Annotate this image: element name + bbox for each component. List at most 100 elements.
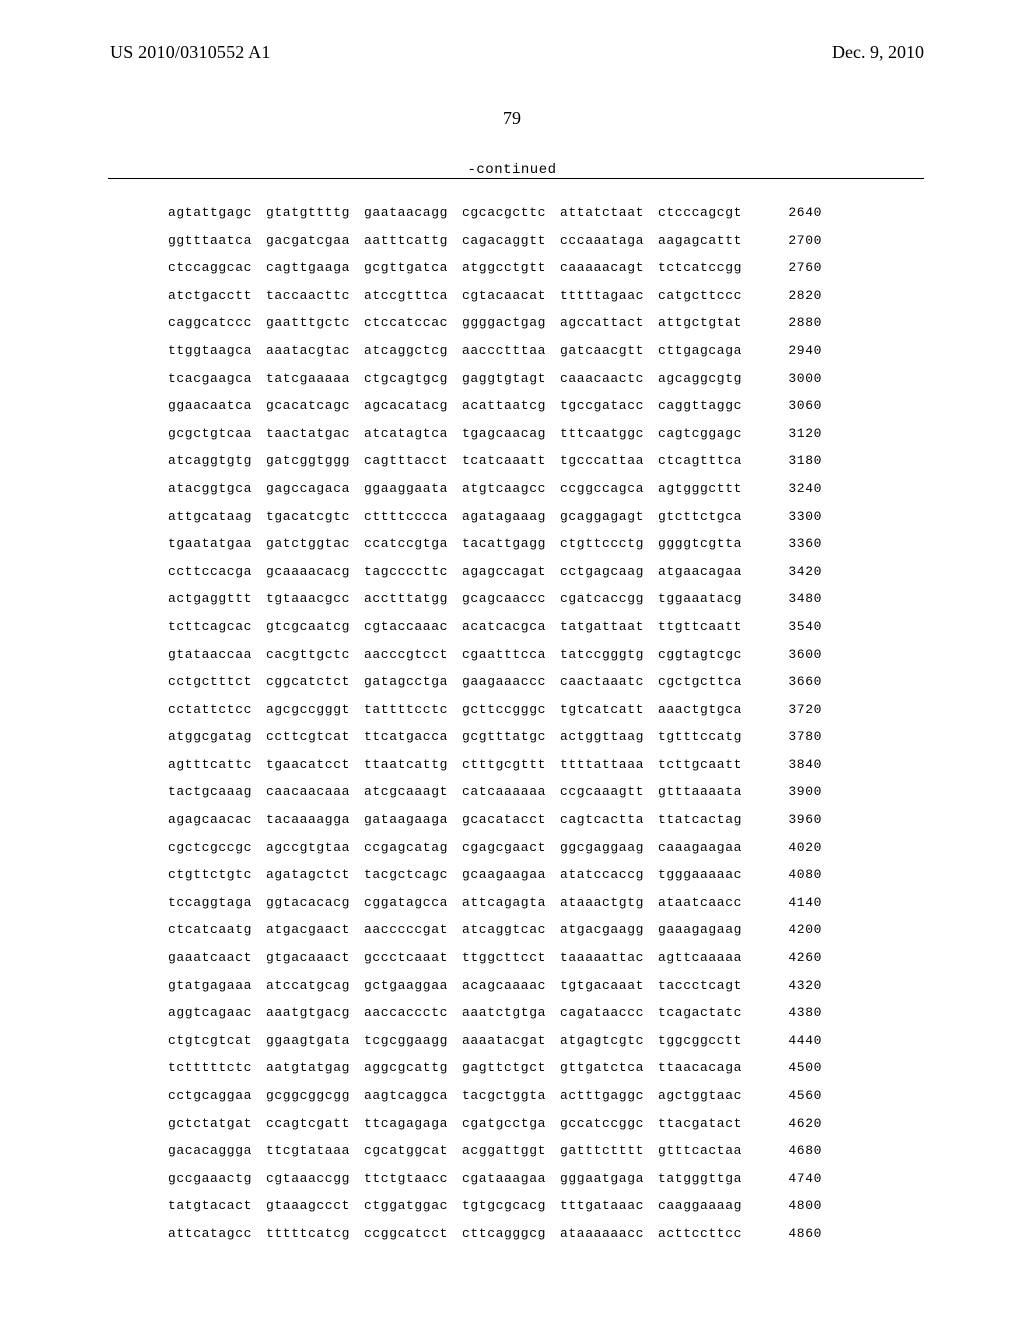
sequence-group: gtatgttttg [266,206,364,219]
sequence-group: cacgttgctc [266,648,364,661]
sequence-position: 3840 [762,758,822,771]
sequence-group: cctgctttct [168,675,266,688]
sequence-group: caggttaggc [658,399,756,412]
sequence-position: 3240 [762,482,822,495]
sequence-group: tgtaaacgcc [266,592,364,605]
sequence-group: ttctgtaacc [364,1172,462,1185]
sequence-group: tcgcggaagg [364,1034,462,1047]
sequence-group: atgtcaagcc [462,482,560,495]
sequence-row: agagcaacactacaaaaggagataagaagagcacatacct… [168,813,822,841]
sequence-group: gcacatacct [462,813,560,826]
sequence-group: atctgacctt [168,289,266,302]
sequence-position: 3780 [762,730,822,743]
sequence-position: 4020 [762,841,822,854]
sequence-group: cgtaaaccgg [266,1172,364,1185]
sequence-group: agcgccgggt [266,703,364,716]
sequence-group: gatcaacgtt [560,344,658,357]
sequence-position: 2880 [762,316,822,329]
sequence-row: gctctatgatccagtcgattttcagagagacgatgcctga… [168,1117,822,1145]
sequence-group: caggcatccc [168,316,266,329]
sequence-group: ctggatggac [364,1199,462,1212]
sequence-group: tacaaaagga [266,813,364,826]
sequence-group: gcaaaacacg [266,565,364,578]
sequence-group: aagagcattt [658,234,756,247]
sequence-position: 2760 [762,261,822,274]
sequence-group: gacgatcgaa [266,234,364,247]
sequence-position: 4260 [762,951,822,964]
sequence-group: agcacatacg [364,399,462,412]
sequence-group: gggaatgaga [560,1172,658,1185]
sequence-group: atccatgcag [266,979,364,992]
sequence-row: ctgttctgtcagatagctcttacgctcagcgcaagaagaa… [168,868,822,896]
sequence-position: 4680 [762,1144,822,1157]
sequence-row: attgcataagtgacatcgtccttttccccaagatagaaag… [168,510,822,538]
sequence-group: ccagtcgatt [266,1117,364,1130]
sequence-group: tcagactatc [658,1006,756,1019]
sequence-group: ctgttctgtc [168,868,266,881]
sequence-group: agcaggcgtg [658,372,756,385]
sequence-group: tttcaatggc [560,427,658,440]
sequence-group: ataatcaacc [658,896,756,909]
sequence-group: tttttcatcg [266,1227,364,1240]
sequence-group: acagcaaaac [462,979,560,992]
sequence-group: ggtttaatca [168,234,266,247]
sequence-group: cagtcggagc [658,427,756,440]
sequence-group: aagtcaggca [364,1089,462,1102]
sequence-group: cgctgcttca [658,675,756,688]
sequence-group: ttggcttcct [462,951,560,964]
sequence-group: ctgttccctg [560,537,658,550]
sequence-group: ggaaggaata [364,482,462,495]
sequence-group: gctgaaggaa [364,979,462,992]
sequence-row: gaaatcaactgtgacaaactgccctcaaatttggcttcct… [168,951,822,979]
sequence-position: 2820 [762,289,822,302]
sequence-group: ctcatcaatg [168,923,266,936]
sequence-group: cagtttacct [364,454,462,467]
sequence-group: ctgcagtgcg [364,372,462,385]
sequence-position: 3540 [762,620,822,633]
sequence-group: tatgggttga [658,1172,756,1185]
sequence-group: acggattggt [462,1144,560,1157]
sequence-group: tatgtacact [168,1199,266,1212]
sequence-row: cctgcaggaagcggcggcggaagtcaggcatacgctggta… [168,1089,822,1117]
sequence-group: ccttcgtcat [266,730,364,743]
sequence-position: 4320 [762,979,822,992]
sequence-group: gtataaccaa [168,648,266,661]
sequence-group: tgccgatacc [560,399,658,412]
sequence-group: cgaatttcca [462,648,560,661]
sequence-row: ggaacaatcagcacatcagcagcacatacgacattaatcg… [168,399,822,427]
sequence-group: gtaaagccct [266,1199,364,1212]
sequence-group: attgctgtat [658,316,756,329]
sequence-group: caactaaatc [560,675,658,688]
sequence-position: 4200 [762,923,822,936]
sequence-position: 4800 [762,1199,822,1212]
sequence-position: 4620 [762,1117,822,1130]
sequence-row: tactgcaaagcaacaacaaaatcgcaaagtcatcaaaaaa… [168,785,822,813]
sequence-group: tcatcaaatt [462,454,560,467]
sequence-group: tgtgcgcacg [462,1199,560,1212]
sequence-group: tgtttccatg [658,730,756,743]
sequence-group: gaggtgtagt [462,372,560,385]
sequence-group: gcaggagagt [560,510,658,523]
sequence-row: ccttccacgagcaaaacacgtagccccttcagagccagat… [168,565,822,593]
sequence-group: ggaagtgata [266,1034,364,1047]
sequence-group: cggcatctct [266,675,364,688]
sequence-group: gatttctttt [560,1144,658,1157]
publication-number: US 2010/0310552 A1 [110,42,271,63]
sequence-group: gatctggtac [266,537,364,550]
sequence-group: actttgaggc [560,1089,658,1102]
sequence-group: tggaaatacg [658,592,756,605]
sequence-group: aacccccgat [364,923,462,936]
sequence-group: aaatacgtac [266,344,364,357]
sequence-group: ccggcatcct [364,1227,462,1240]
sequence-group: gtgacaaact [266,951,364,964]
sequence-position: 4380 [762,1006,822,1019]
sequence-group: ccggccagca [560,482,658,495]
sequence-position: 2940 [762,344,822,357]
sequence-position: 2640 [762,206,822,219]
sequence-row: atctgacctttaccaacttcatccgtttcacgtacaacat… [168,289,822,317]
sequence-position: 3960 [762,813,822,826]
sequence-group: gcttccgggc [462,703,560,716]
sequence-position: 3660 [762,675,822,688]
sequence-group: gctctatgat [168,1117,266,1130]
sequence-group: gttgatctca [560,1061,658,1074]
